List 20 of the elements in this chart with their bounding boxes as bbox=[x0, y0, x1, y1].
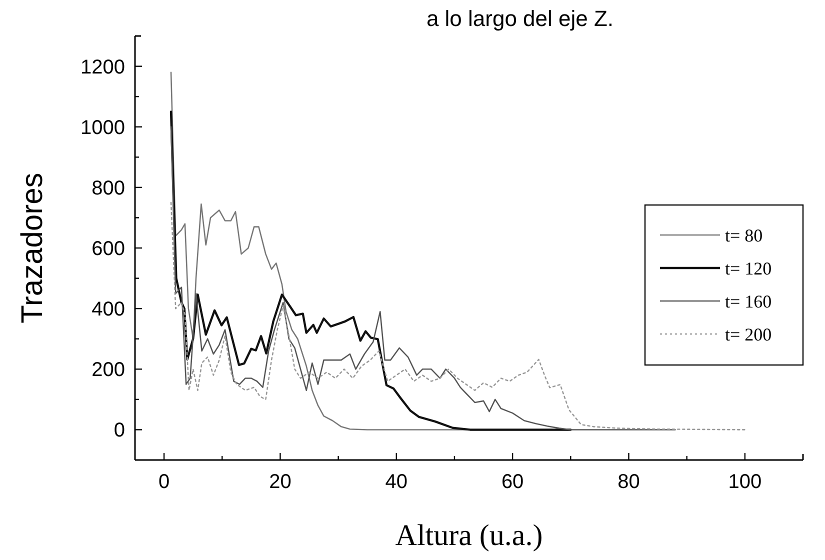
y-tick-label: 1000 bbox=[80, 116, 125, 139]
y-axis-title: Trazadores bbox=[16, 172, 49, 324]
y-tick-label: 600 bbox=[92, 238, 125, 260]
chart-title: a lo largo del eje Z. bbox=[426, 6, 614, 31]
legend-label: t= 80 bbox=[725, 225, 763, 246]
y-tick-label: 1200 bbox=[80, 56, 125, 78]
y-tick-label: 200 bbox=[92, 359, 125, 382]
y-tick-label: 0 bbox=[114, 420, 125, 442]
y-tick-label: 800 bbox=[92, 177, 125, 200]
x-tick-label: 80 bbox=[618, 471, 640, 493]
legend-label: t= 160 bbox=[725, 291, 772, 312]
x-tick-label: 40 bbox=[385, 471, 408, 493]
x-tick-label: 0 bbox=[158, 471, 170, 493]
legend-label: t= 120 bbox=[725, 258, 772, 278]
x-axis-title: Altura (u.a.) bbox=[395, 519, 543, 552]
x-tick-label: 20 bbox=[269, 471, 292, 493]
x-tick-label: 60 bbox=[501, 471, 524, 493]
y-tick-label: 400 bbox=[92, 298, 125, 321]
x-tick-label: 100 bbox=[728, 471, 762, 493]
legend-label: t= 200 bbox=[725, 324, 772, 344]
